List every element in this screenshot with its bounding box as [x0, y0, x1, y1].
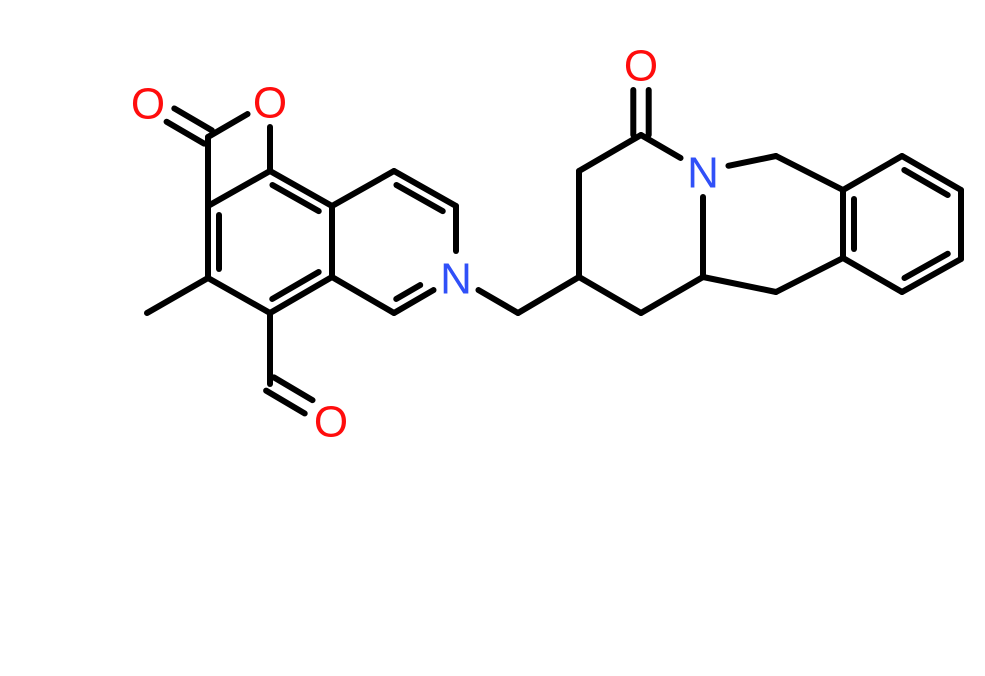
bond-single — [843, 258, 902, 292]
bond-single — [147, 278, 208, 313]
bond-single — [332, 277, 394, 313]
bond-single — [728, 156, 776, 166]
bond-single — [208, 171, 270, 206]
bond-double-inner — [904, 170, 947, 195]
bond-single — [208, 278, 270, 313]
bond-single — [332, 171, 394, 206]
molecule-diagram: O O O N N O — [0, 0, 985, 676]
bond-single — [208, 114, 248, 137]
bond-single — [579, 135, 641, 171]
bonds-layer — [147, 90, 961, 413]
atom-label-o: O — [253, 79, 287, 128]
bond-single — [776, 156, 843, 190]
bond-single — [703, 277, 776, 292]
bond-single — [776, 258, 843, 292]
bond-single — [478, 290, 518, 313]
atom-label-o: O — [314, 398, 348, 447]
atom-label-n: N — [440, 255, 472, 304]
bond-double-inner — [904, 254, 947, 278]
bond-single — [843, 156, 902, 190]
atom-label-n: N — [687, 149, 719, 198]
bond-double-inner — [272, 185, 318, 211]
bond-single — [518, 277, 579, 313]
atom-label-o: O — [131, 80, 165, 129]
bond-single — [579, 277, 641, 313]
bond-single — [641, 277, 703, 313]
bond-single — [641, 135, 681, 158]
bond-double-inner — [396, 185, 442, 211]
atom-label-o: O — [624, 42, 658, 91]
